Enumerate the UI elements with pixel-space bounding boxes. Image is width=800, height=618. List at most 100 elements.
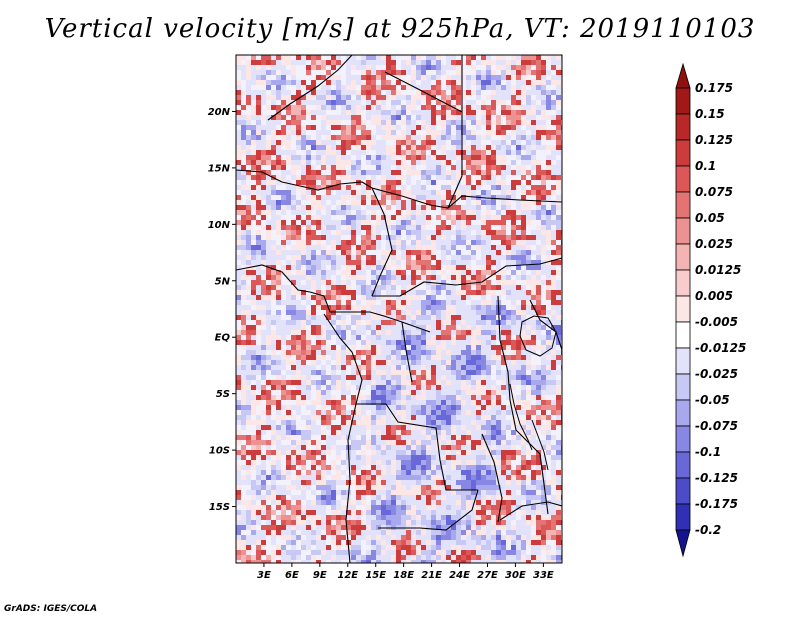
- field-cell: [341, 335, 346, 340]
- field-cell: [456, 85, 461, 90]
- field-cell: [536, 235, 541, 240]
- field-cell: [451, 145, 456, 150]
- field-cell: [246, 330, 251, 335]
- field-cell: [496, 435, 501, 440]
- field-cell: [481, 235, 486, 240]
- field-cell: [461, 300, 466, 305]
- field-cell: [391, 360, 396, 365]
- field-cell: [416, 230, 421, 235]
- field-cell: [246, 175, 251, 180]
- field-cell: [466, 435, 471, 440]
- field-cell: [241, 210, 246, 215]
- field-cell: [456, 225, 461, 230]
- field-cell: [296, 165, 301, 170]
- field-cell: [551, 455, 556, 460]
- field-cell: [446, 445, 451, 450]
- field-cell: [301, 480, 306, 485]
- field-cell: [416, 355, 421, 360]
- field-cell: [241, 305, 246, 310]
- field-cell: [296, 160, 301, 165]
- field-cell: [506, 325, 511, 330]
- field-cell: [276, 430, 281, 435]
- field-cell: [311, 165, 316, 170]
- field-cell: [426, 165, 431, 170]
- field-cell: [361, 260, 366, 265]
- field-cell: [276, 360, 281, 365]
- field-cell: [401, 385, 406, 390]
- field-cell: [326, 435, 331, 440]
- field-cell: [466, 405, 471, 410]
- field-cell: [506, 70, 511, 75]
- field-cell: [556, 115, 561, 120]
- field-cell: [431, 405, 436, 410]
- field-cell: [311, 65, 316, 70]
- field-cell: [321, 340, 326, 345]
- field-cell: [541, 405, 546, 410]
- field-cell: [396, 405, 401, 410]
- field-cell: [421, 140, 426, 145]
- field-cell: [346, 90, 351, 95]
- field-cell: [386, 385, 391, 390]
- field-cell: [506, 410, 511, 415]
- field-cell: [461, 230, 466, 235]
- field-cell: [346, 215, 351, 220]
- field-cell: [376, 440, 381, 445]
- field-cell: [556, 445, 561, 450]
- field-cell: [351, 410, 356, 415]
- field-cell: [236, 465, 241, 470]
- field-cell: [531, 470, 536, 475]
- field-cell: [341, 260, 346, 265]
- field-cell: [426, 325, 431, 330]
- field-cell: [551, 335, 556, 340]
- field-cell: [306, 205, 311, 210]
- field-cell: [326, 230, 331, 235]
- field-cell: [436, 345, 441, 350]
- field-cell: [471, 425, 476, 430]
- field-cell: [311, 370, 316, 375]
- field-cell: [461, 455, 466, 460]
- field-cell: [321, 280, 326, 285]
- field-cell: [411, 505, 416, 510]
- field-cell: [431, 375, 436, 380]
- field-cell: [291, 225, 296, 230]
- field-cell: [301, 335, 306, 340]
- field-cell: [351, 440, 356, 445]
- field-cell: [406, 320, 411, 325]
- field-cell: [526, 135, 531, 140]
- field-cell: [306, 125, 311, 130]
- field-cell: [251, 480, 256, 485]
- field-cell: [261, 210, 266, 215]
- field-cell: [451, 220, 456, 225]
- field-cell: [531, 115, 536, 120]
- field-cell: [551, 375, 556, 380]
- field-cell: [376, 480, 381, 485]
- field-cell: [376, 475, 381, 480]
- field-cell: [271, 200, 276, 205]
- field-cell: [456, 145, 461, 150]
- field-cell: [371, 350, 376, 355]
- field-cell: [316, 225, 321, 230]
- field-cell: [451, 245, 456, 250]
- field-cell: [331, 500, 336, 505]
- field-cell: [316, 195, 321, 200]
- field-cell: [471, 465, 476, 470]
- field-cell: [426, 340, 431, 345]
- field-cell: [396, 310, 401, 315]
- field-cell: [421, 150, 426, 155]
- field-cell: [421, 190, 426, 195]
- field-cell: [496, 255, 501, 260]
- field-cell: [541, 220, 546, 225]
- field-cell: [401, 430, 406, 435]
- field-cell: [516, 340, 521, 345]
- field-cell: [306, 430, 311, 435]
- field-cell: [296, 325, 301, 330]
- field-cell: [491, 295, 496, 300]
- field-cell: [451, 200, 456, 205]
- field-cell: [456, 460, 461, 465]
- field-cell: [421, 430, 426, 435]
- field-cell: [511, 85, 516, 90]
- field-cell: [326, 480, 331, 485]
- field-cell: [381, 310, 386, 315]
- field-cell: [361, 60, 366, 65]
- field-cell: [521, 240, 526, 245]
